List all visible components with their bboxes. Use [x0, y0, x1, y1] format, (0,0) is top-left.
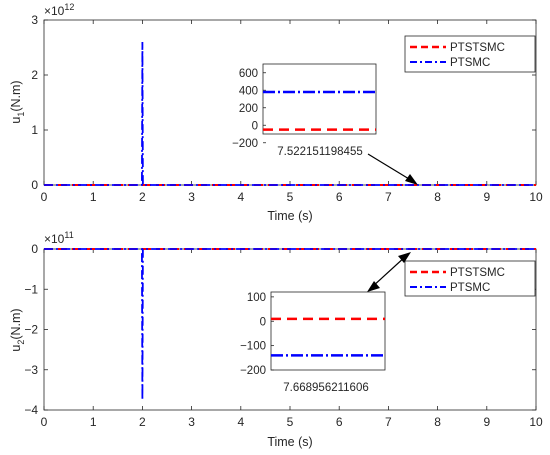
inset-y-ticks-bottom: 100 0 −100 −200 [240, 292, 274, 377]
x-tick-label: 0 [41, 415, 48, 429]
legend-top: PTSTSMC PTSMC [404, 35, 536, 73]
chart-top: 0 1 2 3 4 5 6 7 8 9 10 0 1 2 3 ×1012 u1(N.m) Time (s)… [9, 2, 543, 223]
inset-y-tick-label: 600 [239, 68, 258, 80]
x-tick-label: 10 [529, 190, 543, 204]
y-axis-label-top: u1(N.m) [9, 80, 26, 123]
arrow-bottom [367, 252, 411, 292]
x-tick-label: 10 [529, 415, 543, 429]
x-tick-label: 1 [90, 415, 97, 429]
x-tick-label: 4 [237, 415, 244, 429]
y-tick-label: 0 [31, 242, 38, 256]
series-line-ptsmc [44, 41, 536, 186]
y-tick-label: −1 [24, 282, 38, 296]
inset-y-tick-label: −100 [240, 341, 266, 353]
legend-label-ptsmc: PTSMC [450, 57, 490, 69]
series-lines-bottom [44, 248, 536, 400]
chart-bottom: 0 1 2 3 4 5 6 7 8 9 10 0 −1 −2 −3 −4 ×1011 u2(N.m) Tim… [9, 230, 543, 449]
x-tick-label: 7 [385, 415, 392, 429]
y-tick-label: −2 [24, 323, 38, 337]
y-tick-label: 0 [31, 178, 38, 192]
x-tick-label: 3 [188, 415, 195, 429]
y-ticks-bottom: 0 −1 −2 −3 −4 [24, 242, 536, 417]
legend-label-ptstsmc: PTSTSMC [450, 42, 505, 54]
inset-y-tick-label: 400 [239, 85, 258, 97]
y-axis-label-bottom: u2(N.m) [9, 308, 26, 351]
y-tick-label: 1 [31, 123, 38, 137]
inset-y-tick-label: −200 [232, 138, 258, 150]
inset-y-tick-label: 100 [247, 292, 266, 304]
legend-label-ptstsmc: PTSTSMC [450, 267, 505, 279]
x-ticks-top: 0 1 2 3 4 5 6 7 8 9 10 [41, 20, 543, 204]
legend-label-ptsmc: PTSMC [450, 282, 490, 294]
y-tick-label: −3 [24, 363, 38, 377]
x-tick-label: 9 [483, 190, 490, 204]
x-tick-label: 7 [385, 190, 392, 204]
inset-bottom: 100 0 −100 −200 7.66895621​1606 [240, 291, 386, 394]
inset-y-tick-label: 200 [239, 103, 258, 115]
inset-y-tick-label: 0 [252, 120, 258, 132]
x-axis-label-bottom: Time (s) [267, 435, 312, 449]
inset-y-ticks-top: 600 400 200 0 −200 [232, 68, 266, 150]
x-tick-label: 4 [237, 190, 244, 204]
y-exponent-top: ×1012 [44, 2, 74, 18]
y-tick-label: −4 [24, 403, 38, 417]
inset-top: 600 400 200 0 −200 7.522151198455 [232, 63, 377, 158]
x-tick-label: 5 [287, 415, 294, 429]
arrow-top [367, 153, 418, 185]
x-tick-label: 8 [434, 190, 441, 204]
x-tick-label: 2 [139, 415, 146, 429]
x-tick-label: 6 [336, 415, 343, 429]
x-tick-label: 3 [188, 190, 195, 204]
x-tick-label: 0 [41, 190, 48, 204]
inset-y-tick-label: 0 [260, 316, 266, 328]
x-tick-label: 5 [287, 190, 294, 204]
legend-bottom: PTSTSMC PTSMC [404, 260, 536, 297]
x-axis-label-top: Time (s) [267, 209, 312, 223]
series-lines-top [44, 41, 536, 186]
x-tick-label: 9 [483, 415, 490, 429]
inset-y-tick-label: −200 [240, 365, 266, 377]
y-tick-label: 3 [31, 13, 38, 27]
inset-area-bottom [270, 291, 386, 371]
y-exponent-bottom: ×1011 [44, 230, 74, 246]
series-line-ptsmc [44, 248, 536, 400]
x-tick-label: 1 [90, 190, 97, 204]
x-tick-label: 8 [434, 415, 441, 429]
x-tick-label: 2 [139, 190, 146, 204]
inset-x-label-top: 7.522151198455 [277, 146, 363, 158]
inset-x-label-bottom: 7.66895621​1606 [283, 382, 369, 394]
inset-area-top [262, 63, 377, 135]
x-tick-label: 6 [336, 190, 343, 204]
y-tick-label: 2 [31, 68, 38, 82]
